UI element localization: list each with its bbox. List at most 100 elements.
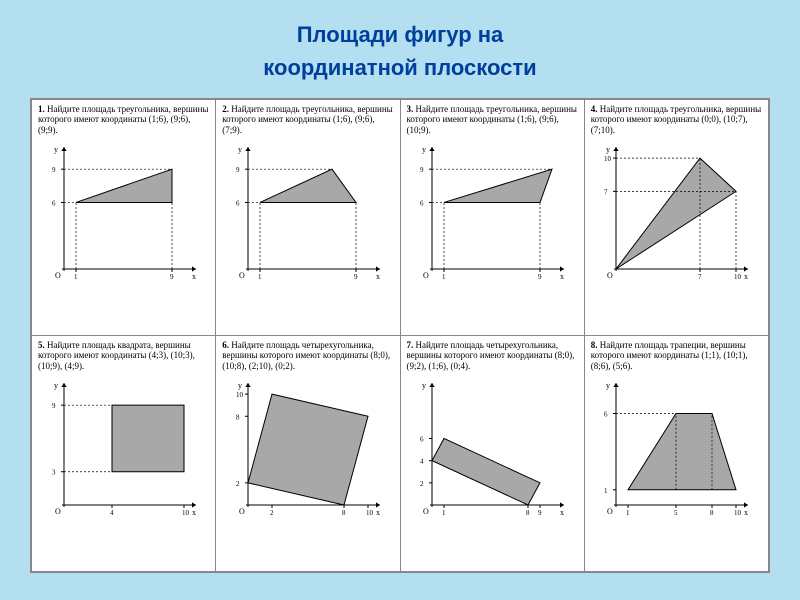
origin-label: O (607, 271, 613, 280)
title-line-2: координатной плоскости (263, 55, 536, 80)
y-axis-arrow-icon (429, 147, 434, 151)
table-row: 5. Найдите площадь квадрата, вершины кот… (32, 336, 769, 572)
y-tick-label: 3 (52, 469, 56, 477)
origin-label: O (55, 271, 61, 280)
problem-text: 5. Найдите площадь квадрата, вершины кот… (38, 340, 209, 371)
x-tick-label: 1 (258, 273, 262, 281)
x-tick-label: 9 (538, 509, 542, 517)
chart-svg: xyO189246 (412, 373, 572, 523)
y-axis-arrow-icon (61, 147, 66, 151)
y-tick-label: 9 (52, 402, 56, 410)
y-axis-arrow-icon (614, 383, 619, 387)
problem-text: 4. Найдите площадь треугольника, вершины… (591, 104, 762, 135)
y-axis-label: y (606, 381, 610, 390)
shape-polygon (628, 414, 736, 490)
y-tick-label: 10 (604, 155, 612, 163)
cell-7: 7. Найдите площадь четырехугольника, вер… (400, 336, 584, 572)
x-tick-label: 9 (354, 273, 358, 281)
x-tick-label: 4 (110, 509, 114, 517)
table-row: 1. Найдите площадь треугольника, вершины… (32, 100, 769, 336)
y-axis-arrow-icon (429, 383, 434, 387)
y-tick-label: 6 (420, 199, 424, 207)
chart-svg: xyO710710 (596, 137, 756, 287)
cell-5: 5. Найдите площадь квадрата, вершины кот… (32, 336, 216, 572)
y-tick-label: 6 (236, 199, 240, 207)
problems-table: 1. Найдите площадь треугольника, вершины… (31, 99, 769, 572)
title-line-1: Площади фигур на (297, 22, 504, 47)
x-axis-label: x (376, 508, 380, 517)
x-axis-label: x (192, 508, 196, 517)
problem-text: 7. Найдите площадь четырехугольника, вер… (407, 340, 578, 371)
x-tick-label: 10 (182, 509, 190, 517)
y-axis-arrow-icon (61, 383, 66, 387)
y-axis-label: y (422, 145, 426, 154)
y-axis-label: y (238, 145, 242, 154)
x-tick-label: 10 (366, 509, 374, 517)
problems-grid: 1. Найдите площадь треугольника, вершины… (30, 98, 770, 573)
y-axis-arrow-icon (245, 147, 250, 151)
cell-8: 8. Найдите площадь трапеции, вершины кот… (584, 336, 768, 572)
origin-label: O (423, 507, 429, 516)
problem-text: 3. Найдите площадь треугольника, вершины… (407, 104, 578, 135)
origin-label: O (423, 271, 429, 280)
origin-label: O (55, 507, 61, 516)
x-axis-arrow-icon (560, 266, 564, 271)
chart-svg: xyO1969 (412, 137, 572, 287)
y-tick-label: 6 (52, 199, 56, 207)
x-axis-label: x (560, 272, 564, 281)
y-tick-label: 2 (420, 480, 424, 488)
x-axis-label: x (192, 272, 196, 281)
y-tick-label: 9 (52, 166, 56, 174)
y-tick-label: 10 (236, 391, 244, 399)
shape-polygon (616, 158, 736, 269)
problem-text: 1. Найдите площадь треугольника, вершины… (38, 104, 209, 135)
origin-label: O (607, 507, 613, 516)
problem-number: 8. (591, 340, 598, 350)
x-tick-label: 1 (74, 273, 78, 281)
problem-text: 8. Найдите площадь трапеции, вершины кот… (591, 340, 762, 371)
x-axis-label: x (560, 508, 564, 517)
chart-svg: xyO28102810 (228, 373, 388, 523)
x-tick-label: 7 (698, 273, 702, 281)
origin-label: O (239, 271, 245, 280)
x-axis-arrow-icon (744, 266, 748, 271)
cell-1: 1. Найдите площадь треугольника, вершины… (32, 100, 216, 336)
chart-svg: xyO1581016 (596, 373, 756, 523)
x-tick-label: 5 (674, 509, 678, 517)
problem-number: 5. (38, 340, 45, 350)
x-tick-label: 10 (734, 509, 742, 517)
y-tick-label: 6 (604, 411, 608, 419)
shape-polygon (444, 169, 552, 202)
y-axis-arrow-icon (245, 383, 250, 387)
y-axis-label: y (606, 145, 610, 154)
cell-4: 4. Найдите площадь треугольника, вершины… (584, 100, 768, 336)
y-axis-label: y (422, 381, 426, 390)
problem-number: 3. (407, 104, 414, 114)
y-axis-arrow-icon (614, 147, 619, 151)
x-tick-label: 8 (526, 509, 530, 517)
problem-text: 2. Найдите площадь треугольника, вершины… (222, 104, 393, 135)
y-axis-label: y (54, 381, 58, 390)
chart-svg: x y O 4 10 3 9 (44, 373, 204, 523)
cell-6: 6. Найдите площадь четырехугольника, вер… (216, 336, 400, 572)
cell-3: 3. Найдите площадь треугольника, вершины… (400, 100, 584, 336)
y-axis-label: y (238, 381, 242, 390)
problem-number: 6. (222, 340, 229, 350)
x-axis-arrow-icon (376, 266, 380, 271)
y-tick-label: 1 (604, 487, 608, 495)
x-tick-label: 1 (442, 509, 446, 517)
shape-polygon (112, 405, 184, 472)
x-axis-arrow-icon (192, 502, 196, 507)
shape-polygon (76, 169, 172, 202)
page-title: Площади фигур на координатной плоскости (0, 0, 800, 98)
y-tick-label: 9 (420, 166, 424, 174)
x-tick-label: 9 (538, 273, 542, 281)
origin-label: O (239, 507, 245, 516)
problem-number: 2. (222, 104, 229, 114)
x-tick-label: 10 (734, 273, 742, 281)
shape-polygon (260, 169, 356, 202)
x-axis-arrow-icon (560, 502, 564, 507)
y-tick-label: 4 (420, 458, 424, 466)
x-tick-label: 8 (342, 509, 346, 517)
x-tick-label: 9 (170, 273, 174, 281)
